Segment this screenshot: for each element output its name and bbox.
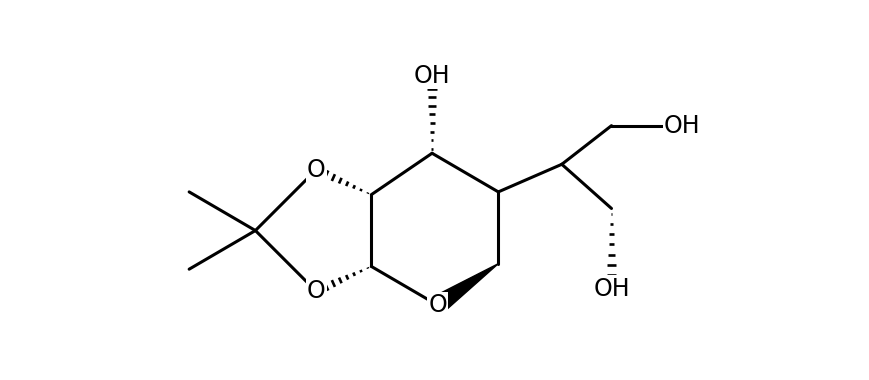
Text: OH: OH (414, 64, 450, 88)
Polygon shape (432, 264, 498, 313)
Text: O: O (428, 293, 447, 317)
Text: O: O (307, 158, 325, 182)
Text: OH: OH (593, 277, 629, 301)
Text: O: O (307, 279, 325, 303)
Text: OH: OH (663, 114, 700, 138)
